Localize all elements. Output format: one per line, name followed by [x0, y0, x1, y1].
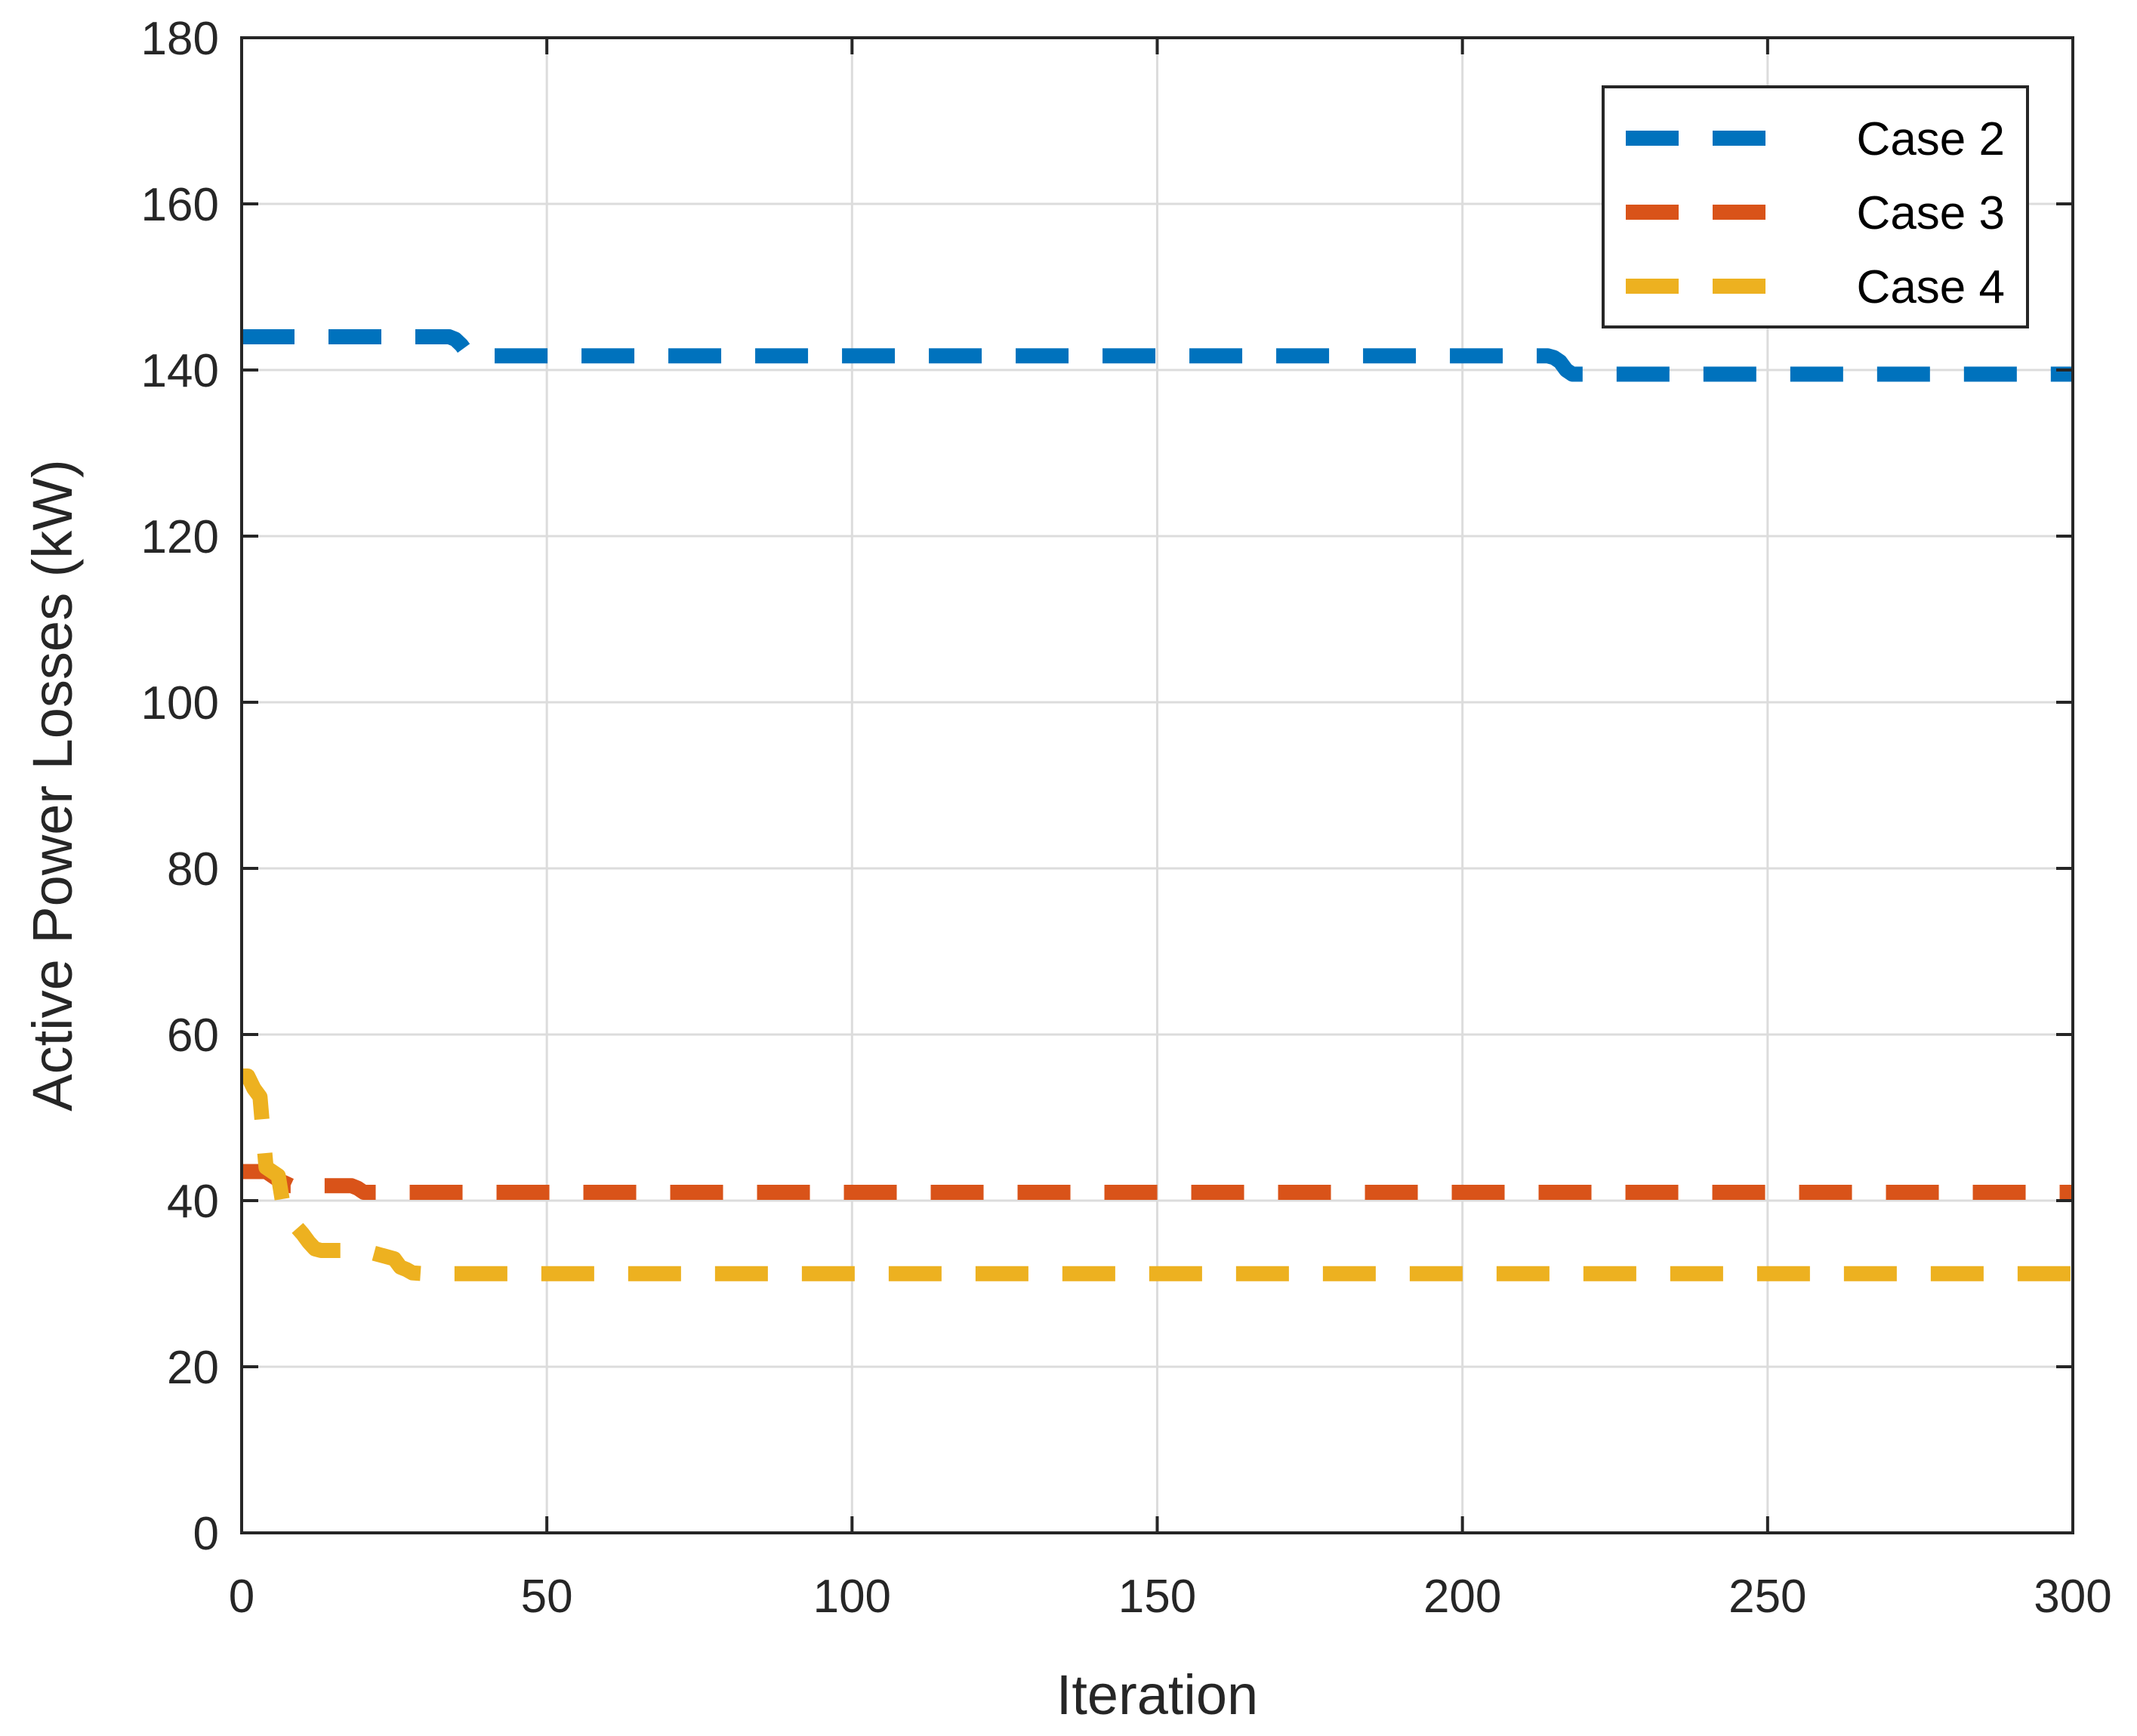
series-group [240, 329, 2073, 1281]
y-tick-label: 140 [141, 345, 219, 397]
x-tick-label: 200 [1423, 1571, 1501, 1623]
y-tick-label: 100 [141, 677, 219, 729]
series-line-2 [242, 329, 2073, 382]
y-tick-label: 120 [141, 511, 219, 563]
legend-label: Case 3 [1857, 187, 2005, 239]
y-tick-label: 80 [167, 843, 219, 896]
y-axis-label: Active Power Losses (kW) [21, 459, 84, 1112]
legend-label: Case 2 [1857, 113, 2005, 165]
x-tick-label: 250 [1728, 1571, 1806, 1623]
tick-labels: 0 50 100 150 200 250 300 0 20 40 60 80 100 120 140 160 1… [141, 13, 2112, 1623]
y-tick-label: 40 [167, 1176, 219, 1228]
ticks [240, 36, 2074, 1534]
x-tick-label: 300 [2034, 1571, 2111, 1623]
legend-label: Case 4 [1857, 261, 2005, 313]
x-tick-label: 100 [813, 1571, 891, 1623]
y-tick-label: 60 [167, 1010, 219, 1062]
x-tick-label: 50 [521, 1571, 573, 1623]
series-line-4 [240, 1068, 2073, 1281]
x-tick-label: 0 [229, 1571, 254, 1623]
x-tick-label: 150 [1118, 1571, 1196, 1623]
y-tick-label: 0 [193, 1508, 219, 1560]
x-axis-label: Iteration [1056, 1664, 1258, 1726]
y-tick-label: 180 [141, 13, 219, 65]
legend: Case 2 Case 3 Case 4 [1602, 85, 2029, 328]
y-tick-label: 160 [141, 179, 219, 231]
y-tick-label: 20 [167, 1342, 219, 1394]
